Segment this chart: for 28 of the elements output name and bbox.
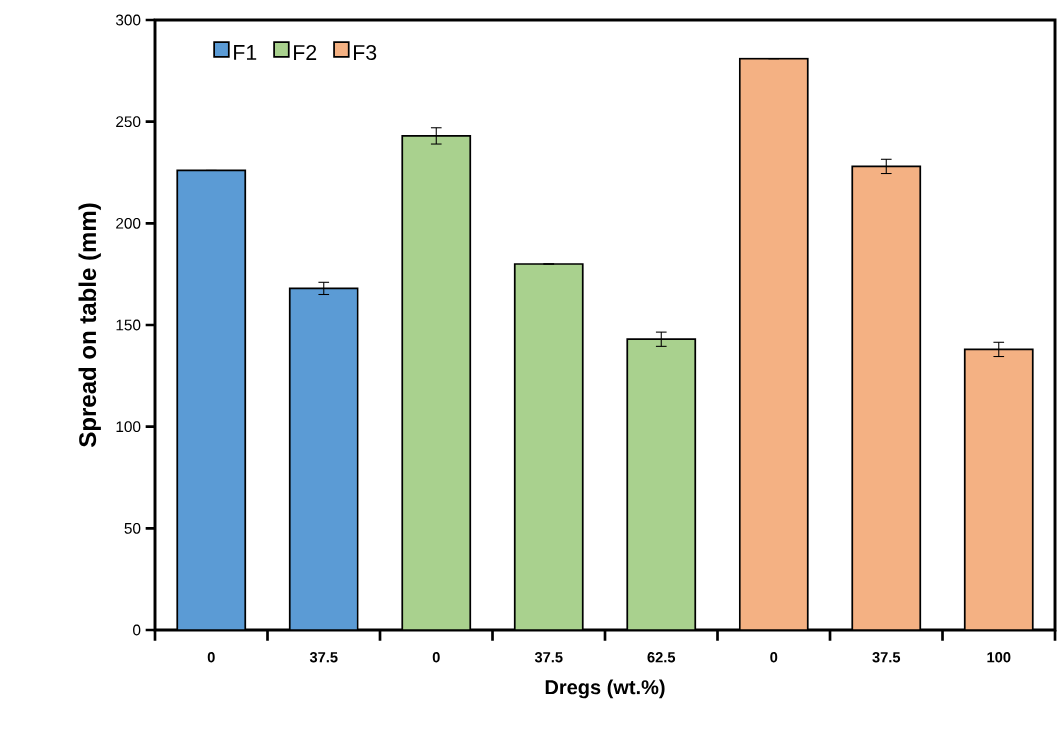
x-tick-label: 37.5 [309,652,338,663]
bar [176,169,247,630]
y-tick-label: 250 [116,116,141,128]
bar [626,338,697,630]
bar [288,287,359,630]
y-tick-label: 300 [115,14,141,26]
x-tick-label: 0 [207,652,215,663]
bar [513,263,584,630]
y-tick-label: 200 [116,217,141,229]
x-tick-label: 100 [987,652,1011,663]
bar [401,135,472,630]
y-tick-label: 150 [116,319,141,331]
x-tick-label: 0 [432,652,440,663]
x-tick-label: 37.5 [534,652,563,663]
x-tick-label: 37.5 [872,652,901,663]
legend-label: F2 [294,44,317,60]
y-axis-title: Spread on table (mm) [78,203,101,447]
bar [738,57,809,630]
x-tick-label: 62.5 [647,652,676,663]
x-axis-title: Dregs (wt.%) [545,679,665,699]
y-tick-label: 50 [124,522,141,534]
x-tick-label: 0 [770,652,778,663]
y-tick-label: 100 [116,421,141,433]
y-tick-label: 0 [133,624,141,636]
legend-label: F3 [354,44,377,61]
legend-label: F1 [234,45,257,60]
bar [963,348,1034,630]
bar [851,165,922,630]
